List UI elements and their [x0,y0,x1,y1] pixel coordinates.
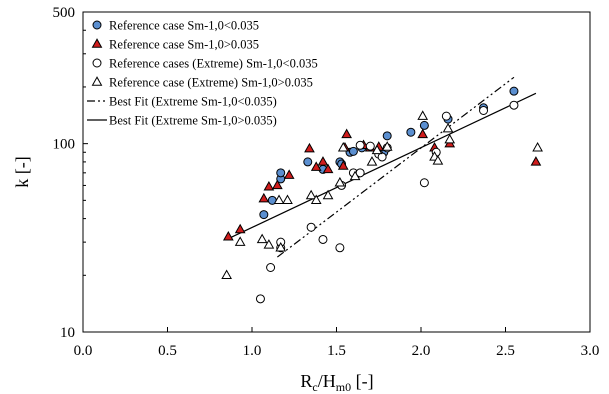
series-4-point [349,170,361,181]
series-4-point [275,241,287,252]
legend: Reference case Sm-1,0<0.035 Reference cas… [87,19,318,128]
series-3-point [365,141,375,151]
series-3-point [335,243,345,253]
x-axis: 0.0 0.5 1.0 1.5 2.0 2.5 3.0 [74,327,600,359]
x-tick-label: 1.5 [327,343,346,359]
series-4-point [444,133,456,144]
legend-label: Best Fit (Extreme Sm-1,0>0.035) [109,114,277,128]
legend-item: Best Fit (Extreme Sm-1,0>0.035) [87,114,277,128]
fit-lines [226,76,537,258]
series-3-point [509,100,519,110]
series-2-point [322,163,334,174]
series-3-point [255,294,265,304]
legend-marker [91,38,103,48]
legend-label: Reference case Sm-1,0>0.035 [109,38,259,52]
series-2-point [271,179,283,190]
series-4-point [310,194,322,205]
series-3-point [441,111,451,121]
series-2-point [310,161,322,171]
x-axis-title-main: R [300,371,312,391]
y-axis-title: k [-] [12,156,32,187]
x-axis-title-tail: [-] [351,371,373,391]
series-4-point [256,233,268,244]
series-4-point [381,141,393,151]
series-3-point [479,105,489,115]
data-points [221,86,543,304]
x-tick-label: 0.5 [158,343,177,359]
legend-marker [91,76,103,86]
series-1-point [348,146,358,156]
series-3-point [306,222,316,232]
series-4-point [371,144,383,155]
series-4-point [366,156,378,166]
series-3-point [355,140,365,150]
series-1-point [382,131,392,141]
y-axis: 10 100 500 [53,5,88,341]
series-4-point [532,142,543,152]
plot-area [82,11,591,333]
series-4-point [234,236,246,246]
x-axis-title: Rc/Hm0 [-] [300,371,373,394]
series-1-point [259,210,269,220]
series-1-point [419,120,429,130]
legend-label: Reference cases (Extreme) Sm-1,0<0.035 [109,57,318,71]
legend-label: Reference case Sm-1,0<0.035 [109,19,259,33]
series-4-point [282,194,293,205]
series-4-point [417,110,429,120]
series-2-point [283,169,295,179]
series-2-point [530,156,542,166]
x-axis-title-sub2: m0 [336,380,351,394]
series-2-point [258,192,270,203]
series-4-point [442,122,454,133]
series-4-point [221,269,233,280]
series-2-point [234,223,246,234]
series-2-point [417,128,429,139]
x-tick-label: 2.5 [496,343,515,359]
series-2-point [341,128,352,139]
x-tick-label: 1.0 [243,343,262,359]
legend-label: Best Fit (Extreme Sm-1,0<0.035) [109,95,277,109]
legend-item: Reference cases (Extreme) Sm-1,0<0.035 [92,57,318,71]
series-4-point [334,176,346,187]
legend-item: Reference case Sm-1,0>0.035 [91,38,259,52]
series-4-point [273,194,285,205]
y-tick-label: 500 [53,5,76,21]
y-tick-label: 10 [60,325,75,341]
legend-item: Reference case Sm-1,0<0.035 [92,19,259,33]
x-axis-title-mid: /H [318,371,336,391]
series-3-point [377,152,387,162]
legend-item: Best Fit (Extreme Sm-1,0<0.035) [87,95,277,109]
y-tick-label: 100 [53,137,76,153]
series-2-point [337,160,349,170]
fit-line-1 [276,76,515,258]
series-2-point [304,142,315,153]
series-2-point [317,156,329,166]
series-3-point [266,263,276,273]
legend-item: Reference case (Extreme) Sm-1,0>0.035 [91,76,313,90]
series-1-point [276,168,286,178]
series-4-point [432,155,444,165]
series-1-point [406,127,416,137]
series-1-point [509,86,519,96]
fit-line-2 [226,92,537,240]
series-4-point [263,239,275,249]
series-4-point [305,189,317,200]
legend-marker [92,58,102,68]
x-tick-label: 0.0 [74,343,93,359]
series-4-point [337,142,349,152]
series-2-point [263,180,275,191]
series-3-point [318,234,328,244]
x-tick-label: 2.0 [412,343,431,359]
series-2-point [222,231,234,241]
x-tick-label: 3.0 [581,343,600,359]
legend-marker [92,20,102,30]
x-axis-title-sub1: c [312,380,317,394]
legend-label: Reference case (Extreme) Sm-1,0>0.035 [109,76,313,90]
series-1-point [303,157,313,167]
series-4-point [322,189,334,200]
series-3-point [419,178,429,188]
